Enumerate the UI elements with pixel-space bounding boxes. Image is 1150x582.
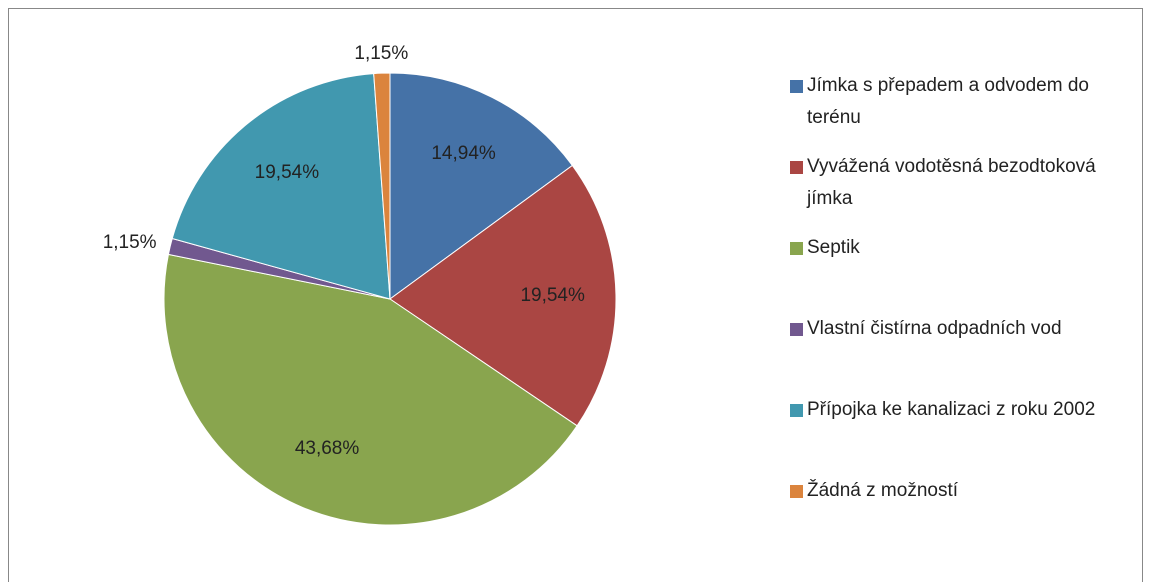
legend-swatch [790,161,803,174]
legend-swatch [790,485,803,498]
legend-item: Žádná z možností [790,475,1140,556]
legend-item: Vyvážená vodotěsná bezodtoková jímka [790,151,1140,232]
data-label: 14,94% [431,143,496,164]
legend-item: Jímka s přepadem a odvodem do terénu [790,70,1140,151]
data-label: 43,68% [295,438,360,459]
legend-swatch [790,404,803,417]
pie-slice [373,72,391,300]
legend-item: Septik [790,232,1140,313]
legend-label: Žádná z možností [807,480,959,501]
legend-swatch [790,80,803,93]
legend-label: Vlastní čistírna odpadních vod [807,318,1062,339]
legend-swatch [790,323,803,336]
pie-slice [171,73,391,300]
pie-slice [163,253,578,526]
pie-slice [389,72,574,300]
legend-label: Přípojka ke kanalizaci z roku 2002 [807,399,1096,420]
legend-item: Přípojka ke kanalizaci z roku 2002 [790,394,1140,475]
legend-swatch [790,242,803,255]
legend-label: Septik [807,237,860,258]
legend-label: Vyvážená vodotěsná bezodtoková jímka [807,156,1096,209]
chart-border [8,8,1143,582]
legend: Jímka s přepadem a odvodem do terénu Vyvá… [790,70,1140,556]
data-label: 19,54% [520,285,585,306]
legend-item: Vlastní čistírna odpadních vod [790,313,1140,394]
data-label: 19,54% [255,162,320,183]
pie-slice [389,164,617,427]
data-label: 1,15% [354,43,408,64]
legend-label: Jímka s přepadem a odvodem do terénu [807,75,1089,128]
data-label: 1,15% [103,232,157,253]
